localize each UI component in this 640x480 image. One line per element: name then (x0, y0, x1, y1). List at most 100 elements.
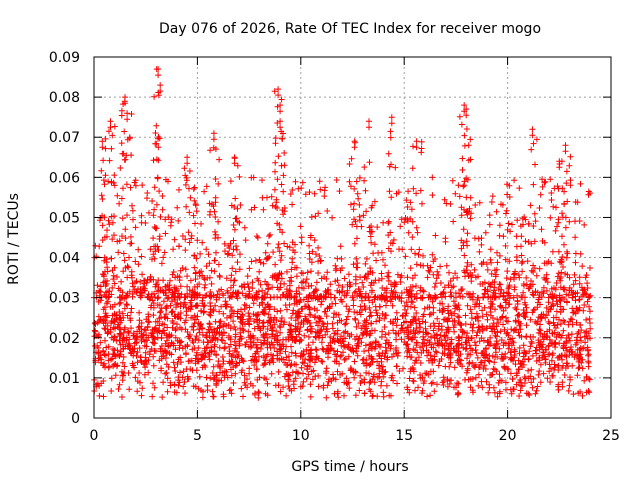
data-point (201, 188, 208, 195)
data-point (216, 156, 223, 163)
data-point (223, 275, 230, 282)
data-point (240, 327, 247, 334)
data-point (566, 162, 573, 169)
data-point (394, 352, 401, 359)
data-point (351, 138, 358, 145)
data-point (182, 266, 189, 273)
data-point (142, 327, 149, 334)
data-point (324, 269, 331, 276)
data-point (136, 328, 143, 335)
data-point (530, 333, 537, 340)
data-point (531, 306, 538, 313)
data-point (459, 293, 466, 300)
data-point (127, 233, 134, 240)
data-point (497, 303, 504, 310)
data-point (171, 284, 178, 291)
data-point (109, 355, 116, 362)
data-point (400, 319, 407, 326)
data-point (96, 243, 103, 250)
data-point (187, 358, 193, 364)
data-point (293, 334, 300, 340)
data-point (500, 290, 507, 297)
data-point (476, 199, 483, 206)
data-point (518, 360, 525, 367)
data-point (109, 267, 116, 274)
data-point (539, 341, 546, 348)
data-point (270, 359, 277, 366)
data-point (559, 185, 566, 192)
data-point (124, 212, 130, 219)
data-point (393, 336, 400, 343)
data-point (294, 313, 301, 320)
data-point (145, 294, 152, 301)
data-point (327, 339, 334, 346)
data-point (298, 234, 305, 241)
data-point (567, 337, 573, 344)
data-point (556, 164, 563, 171)
data-point (533, 136, 540, 143)
data-point (385, 269, 392, 276)
data-point (246, 265, 253, 272)
data-point (488, 312, 494, 319)
data-point (546, 336, 553, 343)
data-point (569, 348, 576, 355)
data-point (566, 274, 573, 281)
data-point (352, 392, 359, 399)
data-point (407, 199, 414, 206)
data-point (152, 281, 159, 288)
data-point (161, 330, 168, 337)
data-point (254, 234, 261, 241)
data-point (175, 217, 182, 224)
data-point (193, 352, 200, 359)
data-point (203, 263, 210, 270)
data-point (226, 343, 233, 350)
data-point (577, 180, 584, 187)
data-point (210, 393, 217, 400)
data-point (108, 356, 114, 363)
data-point (214, 291, 221, 298)
data-point (534, 299, 541, 306)
data-point (427, 392, 434, 399)
data-point (227, 359, 234, 366)
data-point (448, 293, 454, 300)
data-point (557, 309, 564, 316)
data-point (458, 322, 465, 329)
data-point (230, 246, 237, 253)
data-point (116, 237, 123, 244)
data-point (157, 309, 163, 316)
data-point (230, 380, 237, 386)
data-point (563, 180, 570, 187)
data-point (107, 118, 114, 125)
data-point (203, 292, 210, 299)
data-point (553, 280, 560, 286)
data-point (556, 316, 562, 323)
data-point (121, 305, 128, 312)
data-point (105, 357, 112, 364)
data-point (114, 347, 121, 354)
data-point (545, 343, 552, 350)
data-point (275, 92, 282, 99)
data-point (464, 263, 471, 270)
data-point (224, 287, 231, 294)
data-point (305, 342, 312, 349)
data-point (271, 294, 277, 301)
data-point (545, 258, 552, 265)
data-point (424, 393, 431, 400)
data-point (363, 255, 370, 262)
data-point (448, 340, 455, 347)
data-point (330, 375, 337, 382)
data-point (558, 259, 565, 266)
data-point (248, 258, 255, 265)
data-point (361, 177, 368, 184)
data-point (277, 226, 283, 233)
data-point (465, 335, 472, 342)
data-point (317, 186, 324, 193)
data-point (174, 300, 181, 307)
data-point (230, 310, 237, 317)
data-point (160, 254, 167, 261)
data-point (548, 260, 555, 267)
data-point (339, 284, 346, 290)
data-point (555, 216, 562, 223)
data-point (442, 238, 449, 245)
data-point (356, 292, 363, 298)
